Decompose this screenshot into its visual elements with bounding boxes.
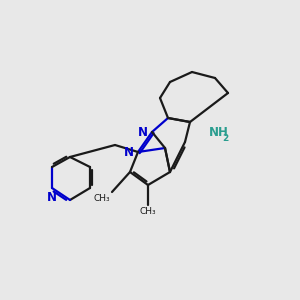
Text: CH₃: CH₃	[93, 194, 110, 203]
Text: N: N	[47, 191, 57, 204]
Text: NH: NH	[209, 126, 229, 139]
Text: N: N	[124, 146, 134, 158]
Text: 2: 2	[222, 134, 228, 143]
Text: CH₃: CH₃	[140, 207, 156, 216]
Text: N: N	[138, 125, 148, 139]
